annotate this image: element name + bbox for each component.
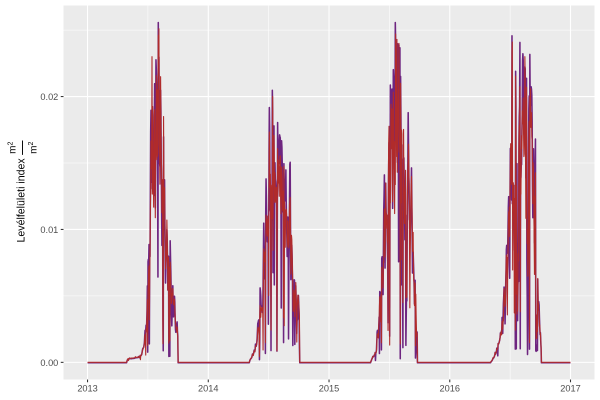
svg-text:2014: 2014 [198,384,218,394]
svg-text:2017: 2017 [560,384,580,394]
svg-text:m2: m2 [28,141,39,153]
svg-text:Levélfelületi index: Levélfelületi index [16,158,28,243]
svg-text:2013: 2013 [77,384,97,394]
svg-text:m2: m2 [7,141,18,153]
svg-text:0.01: 0.01 [40,225,58,235]
svg-text:2015: 2015 [319,384,339,394]
svg-text:0.00: 0.00 [40,358,58,368]
svg-text:0.02: 0.02 [40,92,58,102]
svg-text:2016: 2016 [440,384,460,394]
